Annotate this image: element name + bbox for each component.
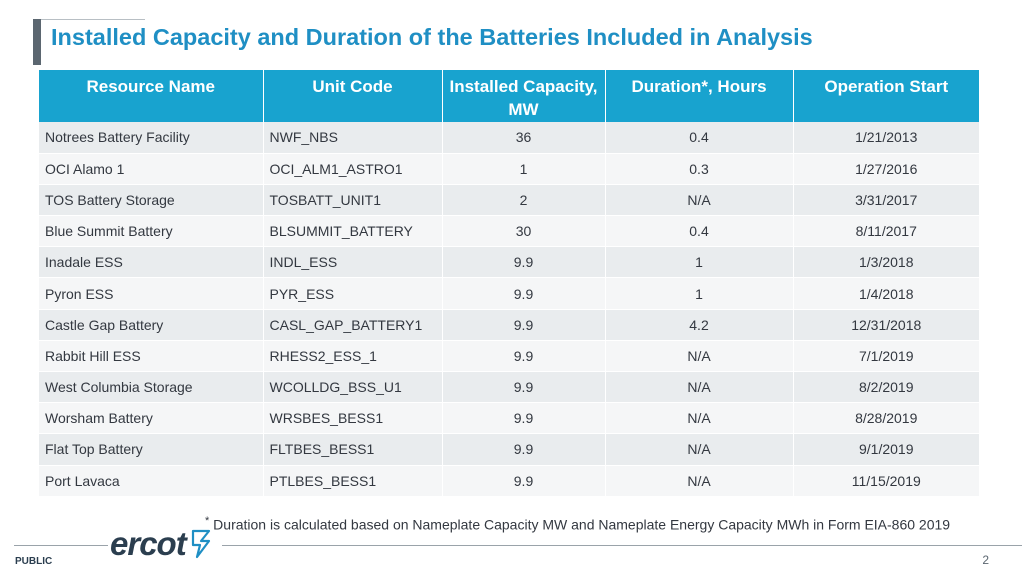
cell-installed-capacity: 30 xyxy=(442,215,606,248)
cell-duration: 1 xyxy=(605,277,794,310)
cell-unit-code: TOSBATT_UNIT1 xyxy=(263,184,443,217)
cell-resource-name: West Columbia Storage xyxy=(39,371,264,404)
cell-operation-start: 12/31/2018 xyxy=(793,309,979,341)
cell-operation-start: 1/4/2018 xyxy=(793,277,979,310)
cell-resource-name: Pyron ESS xyxy=(39,277,264,310)
cell-resource-name: Flat Top Battery xyxy=(39,433,264,466)
cell-resource-name: Worsham Battery xyxy=(39,402,264,435)
table-row: Rabbit Hill ESS RHESS2_ESS_1 9.9 N/A 7/1/201… xyxy=(39,340,979,373)
cell-duration: N/A xyxy=(605,433,794,466)
cell-resource-name: Notrees Battery Facility xyxy=(39,122,264,154)
footnote-marker: * xyxy=(205,515,210,527)
cell-operation-start: 9/1/2019 xyxy=(793,433,979,466)
cell-unit-code: FLTBES_BESS1 xyxy=(263,433,443,466)
lightning-icon xyxy=(191,529,210,559)
battery-table: Resource Name Unit Code Installed Capaci… xyxy=(39,70,979,497)
table-row: Inadale ESS INDL_ESS 9.9 1 1/3/2018 xyxy=(39,246,979,279)
cell-operation-start: 8/2/2019 xyxy=(793,371,979,404)
header-resource-name: Resource Name xyxy=(39,70,264,122)
cell-duration: 1 xyxy=(605,246,794,279)
footer-rule-right xyxy=(222,545,1022,546)
title-accent-bar xyxy=(33,19,41,65)
cell-operation-start: 8/28/2019 xyxy=(793,402,979,435)
cell-resource-name: Castle Gap Battery xyxy=(39,309,264,341)
cell-unit-code: NWF_NBS xyxy=(263,122,443,154)
cell-unit-code: RHESS2_ESS_1 xyxy=(263,340,443,373)
table-row: Worsham Battery WRSBES_BESS1 9.9 N/A 8/28/20… xyxy=(39,402,979,435)
cell-installed-capacity: 9.9 xyxy=(442,465,606,497)
cell-installed-capacity: 9.9 xyxy=(442,277,606,310)
cell-resource-name: TOS Battery Storage xyxy=(39,184,264,217)
cell-installed-capacity: 9.9 xyxy=(442,246,606,279)
table-header-row: Resource Name Unit Code Installed Capaci… xyxy=(39,70,979,122)
cell-duration: N/A xyxy=(605,465,794,497)
cell-unit-code: PTLBES_BESS1 xyxy=(263,465,443,497)
page-number: 2 xyxy=(982,553,989,567)
cell-unit-code: WCOLLDG_BSS_U1 xyxy=(263,371,443,404)
cell-unit-code: CASL_GAP_BATTERY1 xyxy=(263,309,443,341)
footnote: * Duration is calculated based on Namepl… xyxy=(205,515,950,533)
footnote-text: Duration is calculated based on Nameplat… xyxy=(213,516,951,533)
cell-operation-start: 11/15/2019 xyxy=(793,465,979,497)
cell-duration: N/A xyxy=(605,184,794,217)
cell-installed-capacity: 36 xyxy=(442,122,606,154)
table-row: Pyron ESS PYR_ESS 9.9 1 1/4/2018 xyxy=(39,277,979,310)
cell-unit-code: BLSUMMIT_BATTERY xyxy=(263,215,443,248)
cell-installed-capacity: 9.9 xyxy=(442,309,606,341)
logo-wordmark: ercot xyxy=(110,525,187,562)
table-row: Flat Top Battery FLTBES_BESS1 9.9 N/A 9/1/20… xyxy=(39,433,979,466)
cell-duration: 4.2 xyxy=(605,309,794,341)
cell-resource-name: OCI Alamo 1 xyxy=(39,153,264,185)
table-row: Port Lavaca PTLBES_BESS1 9.9 N/A 11/15/2019 xyxy=(39,465,979,497)
cell-installed-capacity: 9.9 xyxy=(442,371,606,404)
cell-resource-name: Rabbit Hill ESS xyxy=(39,340,264,373)
cell-installed-capacity: 1 xyxy=(442,153,606,185)
cell-installed-capacity: 9.9 xyxy=(442,340,606,373)
header-operation-start: Operation Start xyxy=(793,70,979,122)
cell-operation-start: 7/1/2019 xyxy=(793,340,979,373)
cell-unit-code: INDL_ESS xyxy=(263,246,443,279)
cell-duration: 0.3 xyxy=(605,153,794,185)
table-row: TOS Battery Storage TOSBATT_UNIT1 2 N/A 3/31… xyxy=(39,184,979,217)
cell-duration: 0.4 xyxy=(605,215,794,248)
cell-operation-start: 3/31/2017 xyxy=(793,184,979,217)
classification-label: PUBLIC xyxy=(15,556,53,567)
cell-duration: N/A xyxy=(605,371,794,404)
table-row: Castle Gap Battery CASL_GAP_BATTERY1 9.9 4.… xyxy=(39,309,979,341)
cell-resource-name: Inadale ESS xyxy=(39,246,264,279)
cell-operation-start: 1/21/2013 xyxy=(793,122,979,154)
cell-operation-start: 8/11/2017 xyxy=(793,215,979,248)
table-row: West Columbia Storage WCOLLDG_BSS_U1 9.9 N/… xyxy=(39,371,979,404)
cell-operation-start: 1/3/2018 xyxy=(793,246,979,279)
header-installed-capacity: Installed Capacity, MW xyxy=(442,70,606,122)
cell-duration: N/A xyxy=(605,402,794,435)
title-rule xyxy=(41,19,145,20)
cell-unit-code: OCI_ALM1_ASTRO1 xyxy=(263,153,443,185)
cell-installed-capacity: 9.9 xyxy=(442,402,606,435)
cell-unit-code: WRSBES_BESS1 xyxy=(263,402,443,435)
cell-operation-start: 1/27/2016 xyxy=(793,153,979,185)
cell-installed-capacity: 9.9 xyxy=(442,433,606,466)
header-duration: Duration*, Hours xyxy=(605,70,794,122)
cell-resource-name: Blue Summit Battery xyxy=(39,215,264,248)
cell-installed-capacity: 2 xyxy=(442,184,606,217)
cell-resource-name: Port Lavaca xyxy=(39,465,264,497)
header-unit-code: Unit Code xyxy=(263,70,443,122)
page-title: Installed Capacity and Duration of the B… xyxy=(51,24,813,50)
cell-duration: 0.4 xyxy=(605,122,794,154)
cell-unit-code: PYR_ESS xyxy=(263,277,443,310)
ercot-logo: ercot xyxy=(110,525,213,563)
cell-duration: N/A xyxy=(605,340,794,373)
footer-rule-left xyxy=(14,545,108,546)
table-row: Blue Summit Battery BLSUMMIT_BATTERY 30 0.4… xyxy=(39,215,979,248)
table-row: OCI Alamo 1 OCI_ALM1_ASTRO1 1 0.3 1/27/2016 xyxy=(39,153,979,185)
table-row: Notrees Battery Facility NWF_NBS 36 0.4 1/21… xyxy=(39,122,979,154)
